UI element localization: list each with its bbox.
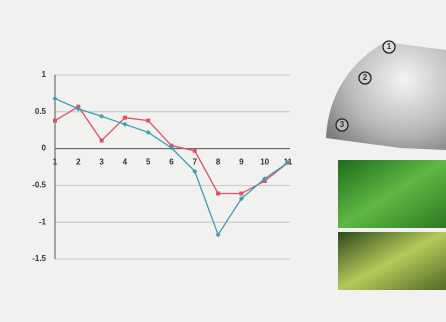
x-tick-label: 7 — [193, 158, 198, 167]
y-tick-label: -0.5 — [32, 181, 46, 190]
y-tick-label: -1.5 — [32, 254, 46, 263]
point — [238, 196, 244, 202]
x-tick-label: 3 — [99, 158, 104, 167]
chart: 10.50-0.5-1-1.51234567891011 — [32, 70, 293, 263]
shape-3d — [326, 42, 446, 150]
point — [192, 148, 197, 153]
y-tick-label: 0.5 — [35, 107, 47, 116]
point — [215, 232, 221, 238]
point — [262, 176, 268, 182]
point — [122, 121, 128, 127]
point — [145, 129, 151, 135]
x-tick-label: 9 — [239, 158, 244, 167]
point — [169, 145, 174, 151]
marker-label: 2 — [363, 73, 368, 82]
x-tick-label: 10 — [260, 158, 269, 167]
point — [122, 115, 127, 120]
x-tick-label: 6 — [169, 158, 174, 167]
point — [192, 168, 198, 174]
x-tick-label: 2 — [76, 158, 81, 167]
marker-circle — [335, 118, 349, 132]
point — [285, 160, 291, 166]
point — [99, 138, 104, 143]
point — [146, 118, 151, 123]
x-tick-label: 8 — [216, 158, 221, 167]
marker-label: 1 — [387, 42, 392, 51]
x-tick-label: 4 — [123, 158, 128, 167]
point — [99, 113, 105, 119]
point — [216, 191, 221, 196]
shape-markers: 1 2 3 — [335, 40, 396, 132]
y-tick-label: -1 — [39, 217, 47, 226]
x-tick-label: 5 — [146, 158, 151, 167]
marker-label: 3 — [340, 120, 345, 129]
leaf-image — [338, 160, 446, 228]
x-tick-label: 1 — [53, 158, 58, 167]
y-tick-label: 0 — [42, 144, 47, 153]
point — [239, 191, 244, 196]
point — [52, 96, 58, 102]
point — [75, 106, 81, 112]
point — [53, 118, 57, 123]
leaf-image — [338, 232, 446, 290]
marker-circle — [358, 71, 372, 85]
y-tick-label: 1 — [42, 70, 47, 79]
marker-circle — [382, 40, 396, 54]
